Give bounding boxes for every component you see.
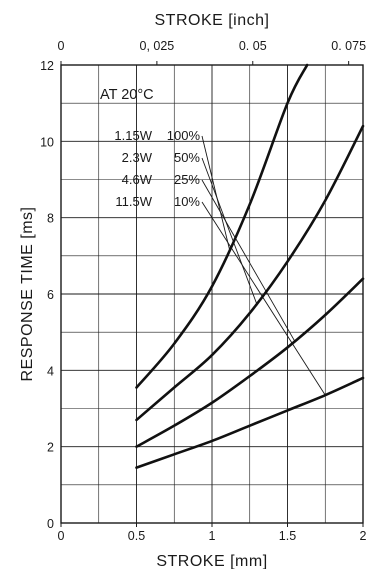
top-axis-title: STROKE [inch] xyxy=(155,12,270,29)
y-tick-label: 10 xyxy=(40,135,54,149)
series-duty-label: 100% xyxy=(167,128,201,143)
y-tick-label: 2 xyxy=(47,441,54,455)
top-tick-label: 0, 025 xyxy=(140,39,175,53)
y-axis-title: RESPONSE TIME [ms] xyxy=(19,207,36,382)
series-power-label: 1.15W xyxy=(114,128,152,143)
series-line xyxy=(135,376,365,469)
x-tick-label: 1 xyxy=(209,529,216,543)
series-power-label: 11.5W xyxy=(115,194,152,209)
top-tick-label: 0. 05 xyxy=(239,39,267,53)
series-line xyxy=(135,277,365,448)
x-tick-label: 0 xyxy=(58,529,65,543)
series-curves xyxy=(135,63,365,469)
leader-line xyxy=(201,179,296,342)
top-tick-label: 0. 075 xyxy=(331,39,366,53)
y-tick-label: 0 xyxy=(47,517,54,531)
y-tick-label: 6 xyxy=(47,288,54,302)
condition-label: AT 20°C xyxy=(100,87,154,103)
leader-line xyxy=(201,135,231,253)
x-axis-title: STROKE [mm] xyxy=(156,553,267,569)
series-line xyxy=(135,63,309,389)
series-power-label: 2.3W xyxy=(122,150,153,165)
top-tick-label: 0 xyxy=(58,39,65,53)
y-tick-label: 12 xyxy=(40,59,54,73)
series-duty-label: 50% xyxy=(174,150,200,165)
leader-line xyxy=(201,157,258,306)
x-tick-label: 0.5 xyxy=(128,529,145,543)
x-tick-label: 1.5 xyxy=(279,529,296,543)
series-power-label: 4.6W xyxy=(122,172,153,187)
grid xyxy=(60,64,364,524)
series-labels: 1.15W 100% 2.3W 50% 4.6W 25% 11.5W 10% xyxy=(114,128,200,209)
series-line xyxy=(135,124,365,422)
leader-line xyxy=(201,201,326,396)
tick-labels: 0 0.5 1 1.5 2 0 2 4 6 8 10 12 0 0, 025 0. 05 0. 075 xyxy=(40,39,366,543)
leader-lines xyxy=(201,135,326,396)
series-duty-label: 10% xyxy=(174,194,200,209)
y-tick-label: 8 xyxy=(47,212,54,226)
x-tick-label: 2 xyxy=(360,529,367,543)
series-duty-label: 25% xyxy=(174,172,200,187)
y-tick-label: 4 xyxy=(47,364,54,378)
